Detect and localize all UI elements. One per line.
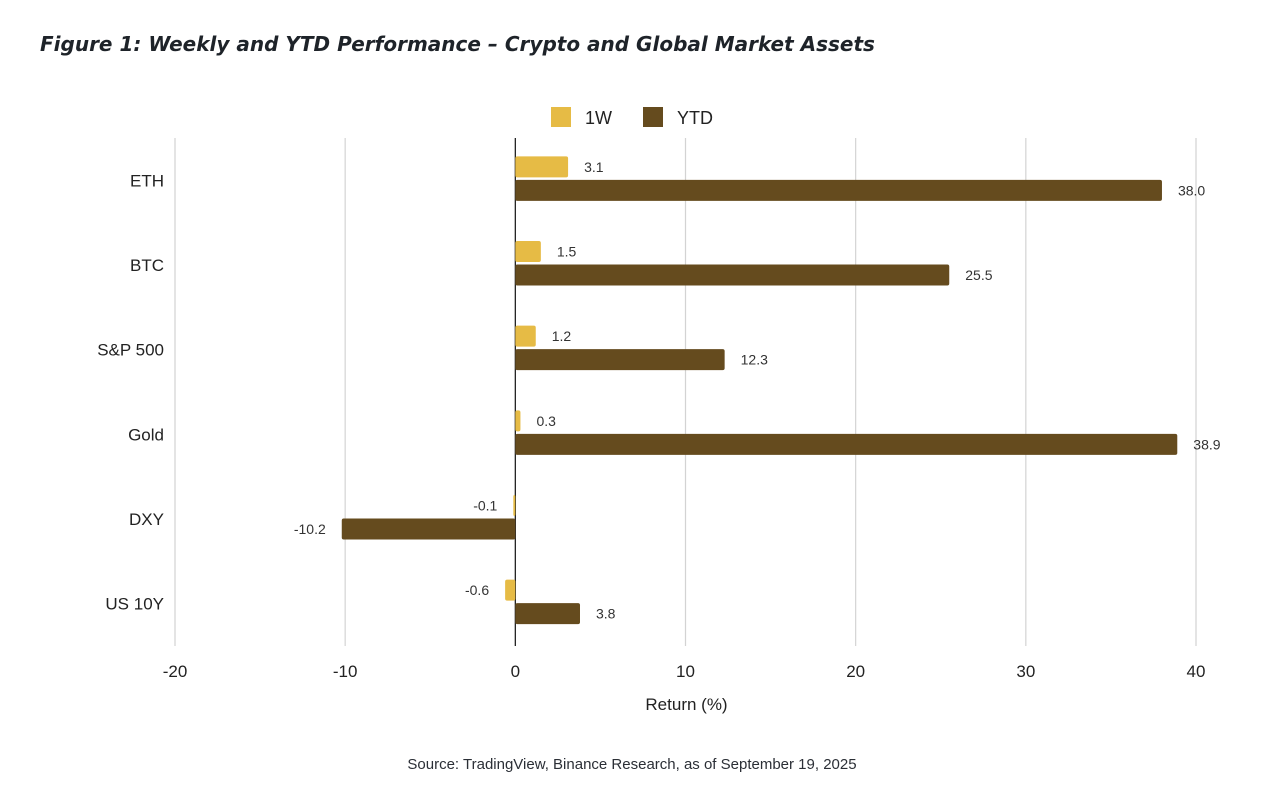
category-label: BTC <box>130 256 164 275</box>
x-tick-label: 30 <box>1016 662 1035 681</box>
bar-1w <box>505 579 516 601</box>
x-tick-label: 20 <box>846 662 865 681</box>
x-tick-label: 40 <box>1187 662 1206 681</box>
bar-1w <box>515 325 536 347</box>
data-label: 12.3 <box>741 352 768 368</box>
bar-ytd <box>515 433 1178 455</box>
figure-title: Figure 1: Weekly and YTD Performance – C… <box>40 32 875 56</box>
data-label: 3.8 <box>596 606 616 622</box>
x-tick-label: -20 <box>163 662 188 681</box>
legend-swatch-1w <box>551 107 571 127</box>
bar-ytd <box>515 179 1162 201</box>
data-label: 1.2 <box>552 328 572 344</box>
legend-label: YTD <box>677 108 713 128</box>
bar-ytd <box>515 264 950 286</box>
bar-1w <box>515 156 569 178</box>
category-label: S&P 500 <box>97 341 164 360</box>
data-label: 1.5 <box>557 244 577 260</box>
data-label: -10.2 <box>294 521 326 537</box>
category-label: Gold <box>128 425 164 444</box>
category-label: ETH <box>130 171 164 190</box>
bar-ytd <box>515 603 580 625</box>
bar-ytd <box>515 349 725 371</box>
bar-1w <box>513 495 516 516</box>
category-label: US 10Y <box>105 595 164 614</box>
data-label: -0.1 <box>473 498 497 514</box>
x-tick-label: -10 <box>333 662 358 681</box>
x-axis-label: Return (%) <box>645 695 727 714</box>
data-label: 3.1 <box>584 159 604 175</box>
x-tick-label: 0 <box>511 662 520 681</box>
data-label: 0.3 <box>536 413 556 429</box>
data-label: 38.9 <box>1193 436 1220 452</box>
data-label: 38.0 <box>1178 182 1205 198</box>
bar-1w <box>515 410 521 432</box>
data-label: 25.5 <box>965 267 992 283</box>
legend-swatch-ytd <box>643 107 663 127</box>
source-note: Source: TradingView, Binance Research, a… <box>407 756 857 773</box>
legend-label: 1W <box>585 108 612 128</box>
category-label: DXY <box>129 510 164 529</box>
x-tick-label: 10 <box>676 662 695 681</box>
bar-1w <box>515 241 541 262</box>
bar-ytd <box>341 518 516 540</box>
data-label: -0.6 <box>465 582 489 598</box>
